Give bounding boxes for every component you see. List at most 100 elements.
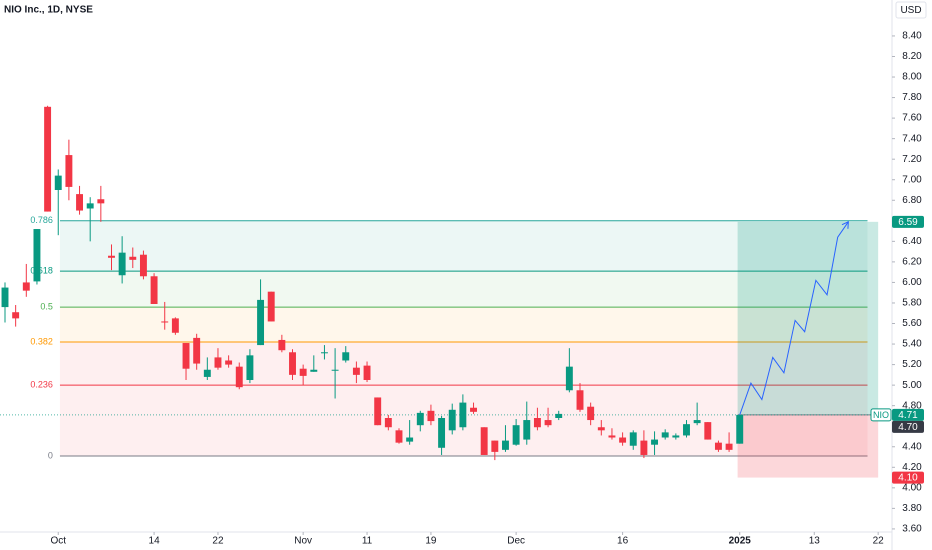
candle-body	[278, 339, 286, 351]
price-label: 4.10	[898, 473, 918, 484]
candle-body	[118, 252, 126, 276]
x-tick-label: 11	[362, 536, 373, 547]
x-tick-label: 22	[212, 536, 224, 547]
projection-line	[739, 221, 849, 416]
fib-label: 0.5	[40, 301, 53, 311]
candle-body	[363, 365, 371, 380]
candle-body	[33, 229, 41, 282]
candle-body	[608, 435, 616, 438]
candle-body	[246, 355, 254, 380]
candle-body	[150, 276, 158, 304]
loss-zone	[737, 414, 879, 478]
y-tick-label: 5.20	[902, 359, 922, 370]
currency-box[interactable]	[895, 1, 927, 19]
chart-title: NIO Inc., 1D, NYSE	[4, 5, 93, 16]
y-tick-label: 3.60	[902, 524, 922, 535]
candle-body	[736, 414, 744, 444]
candle-body	[661, 432, 669, 438]
y-tick-label: 5.60	[902, 318, 922, 329]
candle-body	[480, 427, 488, 455]
candle-body	[629, 432, 637, 446]
y-tick-label: 5.00	[902, 380, 922, 391]
candle-body	[76, 194, 84, 211]
candle-body	[565, 366, 573, 391]
plot-area: 0.786 0.618 0.5 0.382 0.236 0	[0, 105, 892, 478]
candle-body	[139, 254, 147, 277]
candle-body	[299, 368, 307, 376]
x-tick-label: 14	[149, 536, 161, 547]
candle-body	[597, 427, 605, 431]
candle-body	[587, 406, 595, 421]
x-tick-label: 22	[873, 536, 885, 547]
candle-body	[512, 425, 520, 445]
candle-body	[320, 352, 328, 354]
x-tick-label: Dec	[507, 536, 525, 547]
candle-body	[129, 256, 137, 260]
candle-body	[619, 437, 627, 443]
y-tick-label: 5.80	[902, 298, 922, 309]
candle-body	[438, 418, 446, 448]
candle-body	[502, 440, 509, 450]
candle-body	[108, 255, 115, 258]
candle-body	[523, 420, 531, 440]
y-tick-label: 6.40	[902, 236, 922, 247]
candle-body	[416, 412, 424, 426]
y-tick-label: 6.80	[902, 195, 922, 206]
x-tick-label: 2025	[729, 536, 752, 547]
y-tick-label: 8.20	[902, 51, 922, 62]
x-tick-label: 13	[809, 536, 821, 547]
candle-body	[44, 106, 52, 212]
candle-body	[544, 420, 552, 426]
y-tick-label: 7.20	[902, 154, 922, 165]
x-tick-label: Nov	[294, 536, 312, 547]
x-tick-label: 19	[425, 536, 437, 547]
candle-body	[203, 369, 211, 377]
y-tick-label: 4.20	[902, 462, 922, 473]
price-label: 4.70	[898, 422, 918, 433]
candle-body	[161, 321, 169, 323]
candle-body	[267, 291, 275, 322]
currency: USD	[900, 5, 921, 16]
candle-body	[171, 318, 179, 333]
y-tick-label: 4.80	[902, 400, 922, 411]
y-tick-label: 6.00	[902, 277, 922, 288]
candle-body	[97, 199, 105, 204]
price-label-box	[892, 420, 924, 433]
candle-body	[342, 352, 350, 361]
fib-band	[59, 307, 868, 342]
candle-body	[491, 440, 499, 452]
fib-label: 0.382	[30, 336, 53, 346]
symbol-label: NIO	[873, 410, 889, 420]
candle-body	[12, 312, 20, 319]
fib-label: 0	[48, 450, 53, 460]
candle-body	[54, 175, 62, 190]
fib-band	[59, 271, 868, 308]
candle-body	[448, 409, 456, 431]
candle-body	[214, 357, 222, 368]
candle-body	[576, 390, 584, 410]
candle-body	[427, 410, 435, 422]
candle-body	[693, 420, 701, 424]
y-tick-label: 7.00	[902, 174, 922, 185]
y-tick-label: 8.40	[902, 31, 922, 42]
candle-body	[725, 443, 733, 450]
candle-body	[257, 299, 265, 346]
y-tick-label: 8.00	[902, 72, 922, 83]
candle-body	[86, 203, 94, 209]
candle-body	[395, 430, 403, 443]
fib-label: 0.618	[30, 266, 53, 276]
candle-body	[310, 369, 318, 372]
candle-body	[225, 360, 233, 365]
candle-body	[459, 402, 467, 428]
candle-body	[470, 407, 477, 412]
candle-body	[65, 155, 73, 187]
x-tick-label: 16	[617, 536, 629, 547]
y-tick-label: 4.00	[902, 482, 922, 493]
symbol-label-box	[870, 408, 892, 422]
candle-body	[193, 337, 201, 364]
fib-label: 0.236	[30, 380, 53, 390]
candle-body	[651, 439, 659, 445]
candle-body	[1, 287, 9, 308]
